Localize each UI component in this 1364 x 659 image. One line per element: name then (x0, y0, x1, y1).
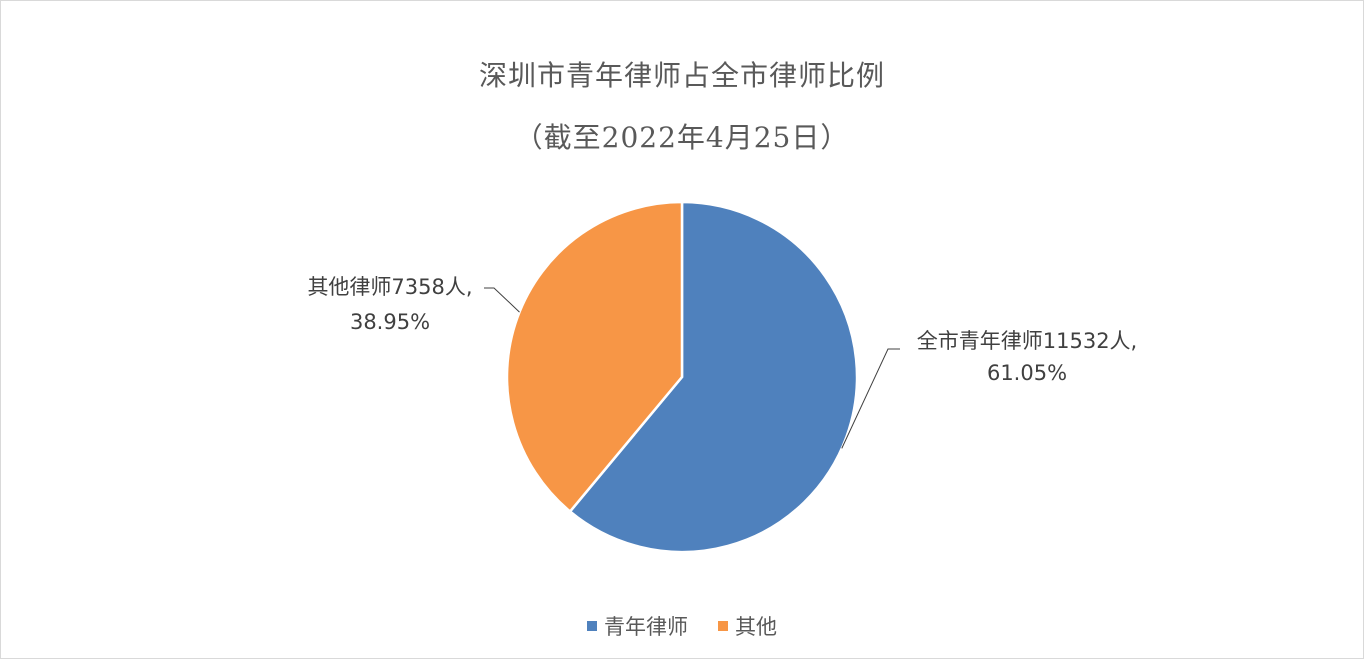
legend-item-other: 其他 (718, 611, 777, 641)
leader-line-youth (841, 348, 900, 449)
data-label-youth-line1: 全市青年律师11532人, (917, 329, 1137, 353)
legend-item-youth: 青年律师 (587, 611, 688, 641)
legend-swatch-other (718, 621, 728, 631)
pie-slice-other (505, 200, 684, 514)
data-label-youth-line2: 61.05% (987, 361, 1067, 385)
pie-slice-youth (568, 200, 859, 554)
leader-line-other (484, 287, 520, 313)
legend-swatch-youth (587, 621, 597, 631)
pie-slices (505, 200, 859, 554)
legend-label-youth: 青年律师 (604, 615, 688, 639)
legend-label-other: 其他 (735, 615, 777, 639)
data-label-other-line1: 其他律师7358人, (307, 275, 472, 299)
leader-lines (484, 287, 900, 449)
chart-subtitle: （截至2022年4月25日） (514, 121, 850, 154)
legend: 青年律师 其他 (0, 611, 1364, 641)
chart-title: 深圳市青年律师占全市律师比例 (478, 59, 885, 92)
data-label-other-line2: 38.95% (350, 310, 430, 334)
